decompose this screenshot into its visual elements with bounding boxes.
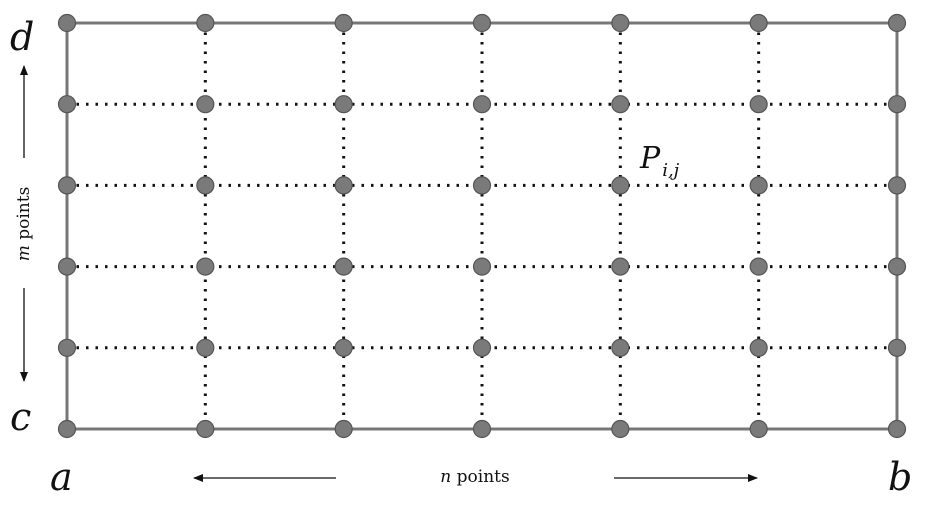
grid-point xyxy=(887,176,907,195)
corner-label-d: d xyxy=(10,15,34,59)
grid-point xyxy=(472,95,492,114)
grid-point xyxy=(749,257,768,276)
grid-point xyxy=(887,419,907,439)
grid-points xyxy=(57,13,907,439)
grid-point xyxy=(611,176,630,195)
grid-point xyxy=(611,95,630,114)
grid-point xyxy=(611,257,630,276)
n-points-label: n points xyxy=(440,467,509,487)
domain-border xyxy=(65,21,899,431)
grid-point xyxy=(749,338,768,357)
dotted-grid-lines xyxy=(65,21,899,431)
grid-point xyxy=(472,338,492,357)
grid-point xyxy=(472,13,492,33)
grid-point xyxy=(196,95,215,114)
grid-point xyxy=(611,13,630,33)
corner-label-b: b xyxy=(888,455,912,499)
grid-point xyxy=(334,257,353,276)
corner-label-c: c xyxy=(10,395,31,439)
grid-point xyxy=(887,338,907,357)
grid-point xyxy=(887,95,907,114)
grid-point xyxy=(472,419,492,439)
grid-point xyxy=(334,176,353,195)
grid-point xyxy=(749,13,768,33)
grid-point xyxy=(749,95,768,114)
grid-point xyxy=(472,257,492,276)
grid-point xyxy=(57,176,77,195)
grid-point xyxy=(57,419,77,439)
grid-point xyxy=(887,13,907,33)
grid-point xyxy=(611,419,630,439)
grid-point xyxy=(334,338,353,357)
grid-point xyxy=(334,95,353,114)
grid-point xyxy=(57,13,77,33)
grid-point xyxy=(749,419,768,439)
grid-point xyxy=(472,176,492,195)
grid-point xyxy=(334,419,353,439)
corner-label-a: a xyxy=(50,455,73,499)
grid-point xyxy=(196,176,215,195)
grid-point xyxy=(57,257,77,276)
grid-point xyxy=(611,338,630,357)
m-points-label: m points xyxy=(14,187,34,262)
grid-point xyxy=(196,338,215,357)
grid-point xyxy=(196,13,215,33)
grid-point xyxy=(57,338,77,357)
grid-point xyxy=(334,13,353,33)
grid-point xyxy=(196,419,215,439)
grid-point xyxy=(749,176,768,195)
grid-point xyxy=(57,95,77,114)
grid-point xyxy=(887,257,907,276)
grid-point xyxy=(196,257,215,276)
